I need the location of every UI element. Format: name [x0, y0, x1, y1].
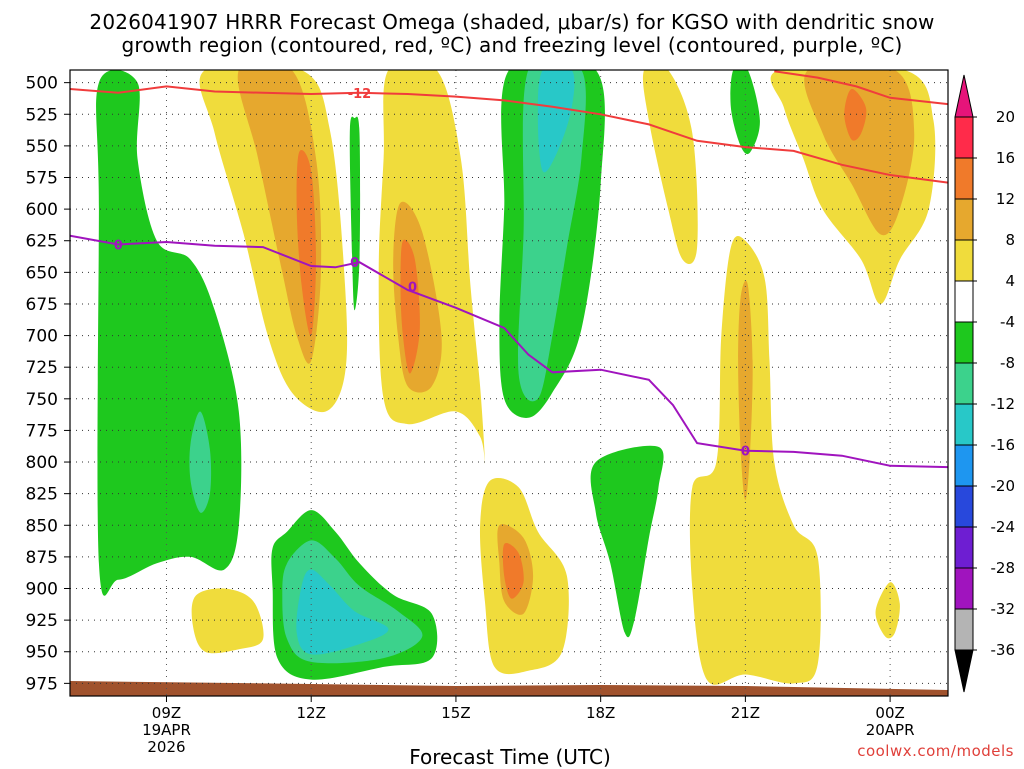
- omega-region-9: [590, 445, 664, 638]
- contour-line-2: [70, 234, 948, 469]
- chart-title-line-1: 2026041907 HRRR Forecast Omega (shaded, …: [89, 10, 935, 34]
- y-tick-label-500: 500: [26, 74, 58, 94]
- colorbar-tick-label-1: 16: [996, 149, 1015, 167]
- colorbar-bin-8: [954, 444, 974, 487]
- x-tick-label-6: 15Z: [441, 704, 470, 722]
- x-tick-label-9: 18Z: [586, 704, 615, 722]
- colorbar-bin-12: [954, 608, 974, 651]
- y-tick-label-575: 575: [26, 168, 58, 188]
- contour-layer: -12 0 0 0 0: [70, 70, 948, 469]
- omega-region-8: [537, 70, 575, 173]
- contour-label-2: 0: [114, 239, 123, 254]
- colorbar-bin-9: [954, 485, 974, 528]
- colorbar-bin-2: [954, 198, 974, 241]
- contour-line-0: [70, 85, 948, 184]
- y-tick-label-725: 725: [26, 358, 58, 378]
- y-tick-label-600: 600: [26, 200, 58, 220]
- x-tick-label-3: 12Z: [297, 704, 326, 722]
- freezing-label-extra-0: 0: [350, 256, 359, 271]
- omega-region-12: [237, 70, 322, 364]
- y-tick-label-800: 800: [26, 453, 58, 473]
- x-tick-label-12: 21Z: [731, 704, 760, 722]
- colorbar-tick-label-5: -4: [1000, 313, 1015, 331]
- y-tick-label-700: 700: [26, 327, 58, 347]
- y-tick-label-675: 675: [26, 295, 58, 315]
- colorbar-tick-label-12: -32: [991, 600, 1016, 618]
- y-tick-label-775: 775: [26, 421, 58, 441]
- x-tick-label-15: 00Z: [875, 704, 904, 722]
- colorbar-tick-label-3: 8: [1005, 231, 1015, 249]
- x-tick-date-15: 20APR: [866, 721, 915, 739]
- contour-label-0: -12: [348, 87, 372, 102]
- y-tick-label-650: 650: [26, 263, 58, 283]
- colorbar-tick-label-8: -16: [991, 436, 1016, 454]
- x-tick-label-0: 09Z: [152, 704, 181, 722]
- colorbar-tick-label-2: 12: [996, 190, 1015, 208]
- x-tick-date-0: 19APR: [142, 721, 191, 739]
- terrain-layer: [70, 681, 948, 696]
- terrain-ground: [70, 681, 948, 696]
- y-tick-label-950: 950: [26, 643, 58, 663]
- omega-region-1: [189, 411, 212, 513]
- y-tick-label-900: 900: [26, 580, 58, 600]
- y-tick-label-825: 825: [26, 485, 58, 505]
- omega-region-22: [844, 88, 867, 141]
- omega-region-16: [400, 239, 420, 374]
- x-tick-year-0: 2026: [147, 738, 185, 756]
- colorbar-bin-10: [954, 526, 974, 569]
- x-axis-title: Forecast Time (UTC): [409, 745, 611, 769]
- y-tick-label-850: 850: [26, 516, 58, 536]
- freezing-label-extra-2: 0: [408, 280, 417, 295]
- omega-region-4: [296, 569, 389, 655]
- colorbar: 20 16 12 8 4 -4 -8 -12 -16 -20 -24 -28 -32 -36: [954, 74, 1016, 693]
- omega-region-17: [642, 70, 698, 265]
- y-tick-label-550: 550: [26, 137, 58, 157]
- omega-region-7: [518, 70, 586, 402]
- colorbar-bin-7: [954, 403, 974, 446]
- chart-title-line-2: growth region (contoured, red, ºC) and f…: [121, 33, 903, 57]
- colorbar-tick-label-0: 20: [996, 108, 1015, 126]
- source-credit[interactable]: coolwx.com/models: [857, 742, 1014, 760]
- y-tick-label-525: 525: [26, 105, 58, 125]
- omega-region-18: [689, 235, 821, 685]
- colorbar-tick-label-6: -8: [1000, 354, 1015, 372]
- colorbar-bottom-arrow: [954, 649, 974, 693]
- freezing-label-extra-1: 0: [741, 445, 750, 460]
- y-tick-label-975: 975: [26, 674, 58, 694]
- omega-region-21: [804, 70, 915, 236]
- colorbar-bin-4: [954, 280, 974, 323]
- colorbar-bin-1: [954, 157, 974, 200]
- colorbar-tick-label-13: -36: [991, 641, 1016, 659]
- colorbar-tick-label-7: -12: [991, 395, 1016, 413]
- colorbar-bin-6: [954, 362, 974, 405]
- colorbar-bin-5: [954, 321, 974, 364]
- y-axis: 500 525 550 575 600 625 650 675 700 725 750 775 800 8…: [26, 74, 70, 694]
- colorbar-bin-11: [954, 567, 974, 610]
- omega-region-19: [738, 280, 753, 500]
- y-tick-label-875: 875: [26, 548, 58, 568]
- colorbar-tick-label-4: 4: [1005, 272, 1015, 290]
- omega-region-26: [191, 588, 264, 654]
- colorbar-tick-label-11: -28: [991, 559, 1016, 577]
- y-tick-label-925: 925: [26, 611, 58, 631]
- colorbar-top-arrow: [954, 74, 974, 118]
- contour-line-1: [774, 70, 948, 106]
- colorbar-tick-label-10: -24: [991, 518, 1016, 536]
- grid-layer: [70, 70, 948, 696]
- omega-shading-layer: [96, 70, 936, 685]
- colorbar-tick-label-9: -20: [991, 477, 1016, 495]
- y-tick-label-625: 625: [26, 232, 58, 252]
- colorbar-bin-0: [954, 116, 974, 159]
- omega-region-27: [875, 582, 900, 639]
- plot-frame: [69, 69, 949, 697]
- colorbar-bin-3: [954, 239, 974, 282]
- y-tick-label-750: 750: [26, 390, 58, 410]
